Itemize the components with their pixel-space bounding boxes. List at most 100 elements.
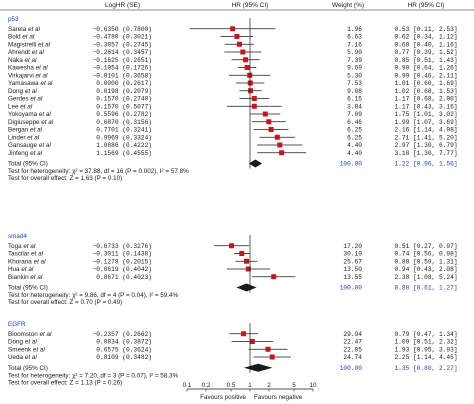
total-weight: 100.00 [340, 365, 363, 372]
x-tick-label: 0.2 [202, 382, 211, 389]
study-loghr: −0.6350 (0.7800) [93, 26, 152, 33]
study-author: Linder [8, 134, 27, 141]
study-weight: 24.74 [343, 354, 362, 361]
study-weight: 17.20 [343, 243, 362, 250]
study-label: Magistrelli et al [8, 41, 51, 48]
hr-marker [269, 354, 275, 360]
study-etal: et al [25, 339, 38, 346]
overall-effect-test: Test for overall effect: Z = 1.13 (P = 0… [8, 379, 122, 386]
effect-stat: Z = 0.70 (P = 0.49) [69, 299, 122, 306]
study-label: Bergan et al [8, 127, 43, 134]
study-author: Jinfeng [8, 150, 30, 157]
heterogeneity-test: Test for heterogeneity: χ² = 7.20, df = … [8, 372, 179, 379]
effect-prefix: Test for overall effect: [8, 175, 69, 182]
study-weight: 4.40 [347, 142, 362, 149]
study-weight: 6.15 [347, 96, 362, 103]
study-label: Bold et al [8, 34, 35, 41]
x-tick-label: 1 [248, 382, 252, 389]
study-etal: et al [38, 41, 51, 48]
pooled-diamond [243, 363, 273, 372]
study-hr-ci: 0.53 [0.11, 2.53] [394, 26, 457, 33]
x-tick-label: 2 [267, 382, 271, 389]
heterogeneity-prefix: Test for heterogeneity: [8, 168, 72, 175]
total-label: Total (95% CI) [8, 161, 48, 168]
study-loghr: 0.1570 (0.5077) [96, 103, 152, 110]
study-loghr: 1.1569 (0.4555) [96, 150, 152, 157]
study-weight: 29.94 [343, 331, 362, 338]
study-loghr: −0.3857 (0.2745) [93, 41, 152, 48]
study-weight: 9.69 [347, 65, 362, 72]
header-weight: Weight (%) [332, 2, 364, 9]
effect-prefix: Test for overall effect: [8, 379, 69, 386]
heterogeneity-test: Test for heterogeneity: χ² = 37.88, df =… [8, 168, 189, 175]
study-hr-ci: 1.93 [0.95, 3.93] [394, 346, 457, 353]
study-etal: et al [30, 96, 43, 103]
study-label: Gerdes et al [8, 96, 43, 103]
study-etal: et al [20, 103, 33, 110]
study-hr-ci: 1.17 [0.68, 2.00] [394, 96, 457, 103]
study-etal: et al [30, 150, 43, 157]
study-hr-ci: 0.51 [0.27, 0.97] [394, 243, 457, 250]
study-loghr: 0.9969 (0.3324) [96, 134, 152, 141]
heterogeneity-prefix: Test for heterogeneity: [8, 292, 72, 299]
study-loghr: 0.1570 (0.2740) [96, 96, 152, 103]
study-author: Yokoyama [8, 111, 39, 118]
study-weight: 7.09 [347, 111, 362, 118]
effect-prefix: Test for overall effect: [8, 299, 69, 306]
heterogeneity-prefix: Test for heterogeneity: [8, 372, 72, 379]
heterogeneity-stat: χ² = 7.20, df = 3 (P = 0.07), I² = 58.3% [72, 372, 179, 379]
study-label: Virkajarvi et al [8, 72, 48, 79]
study-etal: et al [25, 354, 38, 361]
study-label: Dong et al [8, 339, 37, 346]
total-hr-ci: 0.88 [0.61, 1.27] [394, 285, 457, 292]
hr-marker [274, 134, 280, 140]
hr-marker [271, 274, 277, 280]
study-loghr: −0.0619 (0.4042) [93, 266, 152, 273]
study-loghr: −0.6733 (0.3276) [93, 243, 152, 250]
study-author: Lee [8, 103, 20, 110]
study-hr-ci: 2.71 [1.41, 5.20] [394, 134, 457, 141]
hr-marker [230, 26, 236, 32]
study-author: Gansauge [8, 142, 39, 149]
study-weight: 25.67 [343, 258, 362, 265]
study-hr-ci: 1.09 [0.51, 2.32] [394, 339, 457, 346]
study-hr-ci: 0.74 [0.56, 0.98] [394, 251, 457, 258]
hr-marker [265, 346, 271, 352]
study-label: Naka et al [8, 57, 37, 64]
study-weight: 3.84 [347, 103, 362, 110]
study-hr-ci: 0.90 [0.64, 1.26] [394, 65, 457, 72]
study-weight: 13.55 [343, 274, 362, 281]
study-weight: 6.46 [347, 119, 362, 126]
study-label: Toga et al [8, 243, 36, 250]
hr-marker [229, 243, 235, 249]
study-loghr: 0.0198 (0.2079) [96, 88, 152, 95]
study-hr-ci: 1.75 [1.01, 3.02] [394, 111, 457, 118]
study-author: Bergan [8, 127, 30, 134]
study-label: Khorana et al [8, 258, 46, 265]
study-label: Jinfeng et al [8, 150, 43, 157]
group-label-smad4: smad4 [8, 233, 27, 240]
study-label: Sarela et al [8, 26, 40, 33]
header-loghr: LogHR (SE) [105, 2, 140, 9]
hr-marker [248, 88, 254, 94]
study-author: Sarela [8, 26, 28, 33]
study-etal: et al [39, 142, 52, 149]
study-weight: 22.85 [343, 346, 362, 353]
study-weight: 7.39 [347, 57, 362, 64]
study-author: Bloomston [8, 331, 40, 338]
study-loghr: 0.6575 (0.3624) [96, 346, 152, 353]
study-hr-ci: 1.17 [0.43, 3.16] [394, 103, 457, 110]
study-hr-ci: 0.88 [0.59, 1.31] [394, 258, 457, 265]
study-weight: 13.50 [343, 266, 362, 273]
heterogeneity-stat: χ² = 9.86, df = 4 (P = 0.04), I² = 59.4% [72, 292, 179, 299]
study-etal: et al [27, 134, 40, 141]
study-hr-ci: 1.01 [0.60, 1.69] [394, 80, 457, 87]
total-label: Total (95% CI) [8, 365, 48, 372]
study-loghr: 0.8671 (0.4023) [96, 274, 152, 281]
study-author: Ahrendt [8, 49, 32, 56]
study-label: Dong et al [8, 88, 37, 95]
study-etal: et al [33, 346, 46, 353]
study-etal: et al [28, 26, 41, 33]
group-label-egfr: EGFR [8, 321, 26, 328]
hr-marker [279, 150, 285, 156]
